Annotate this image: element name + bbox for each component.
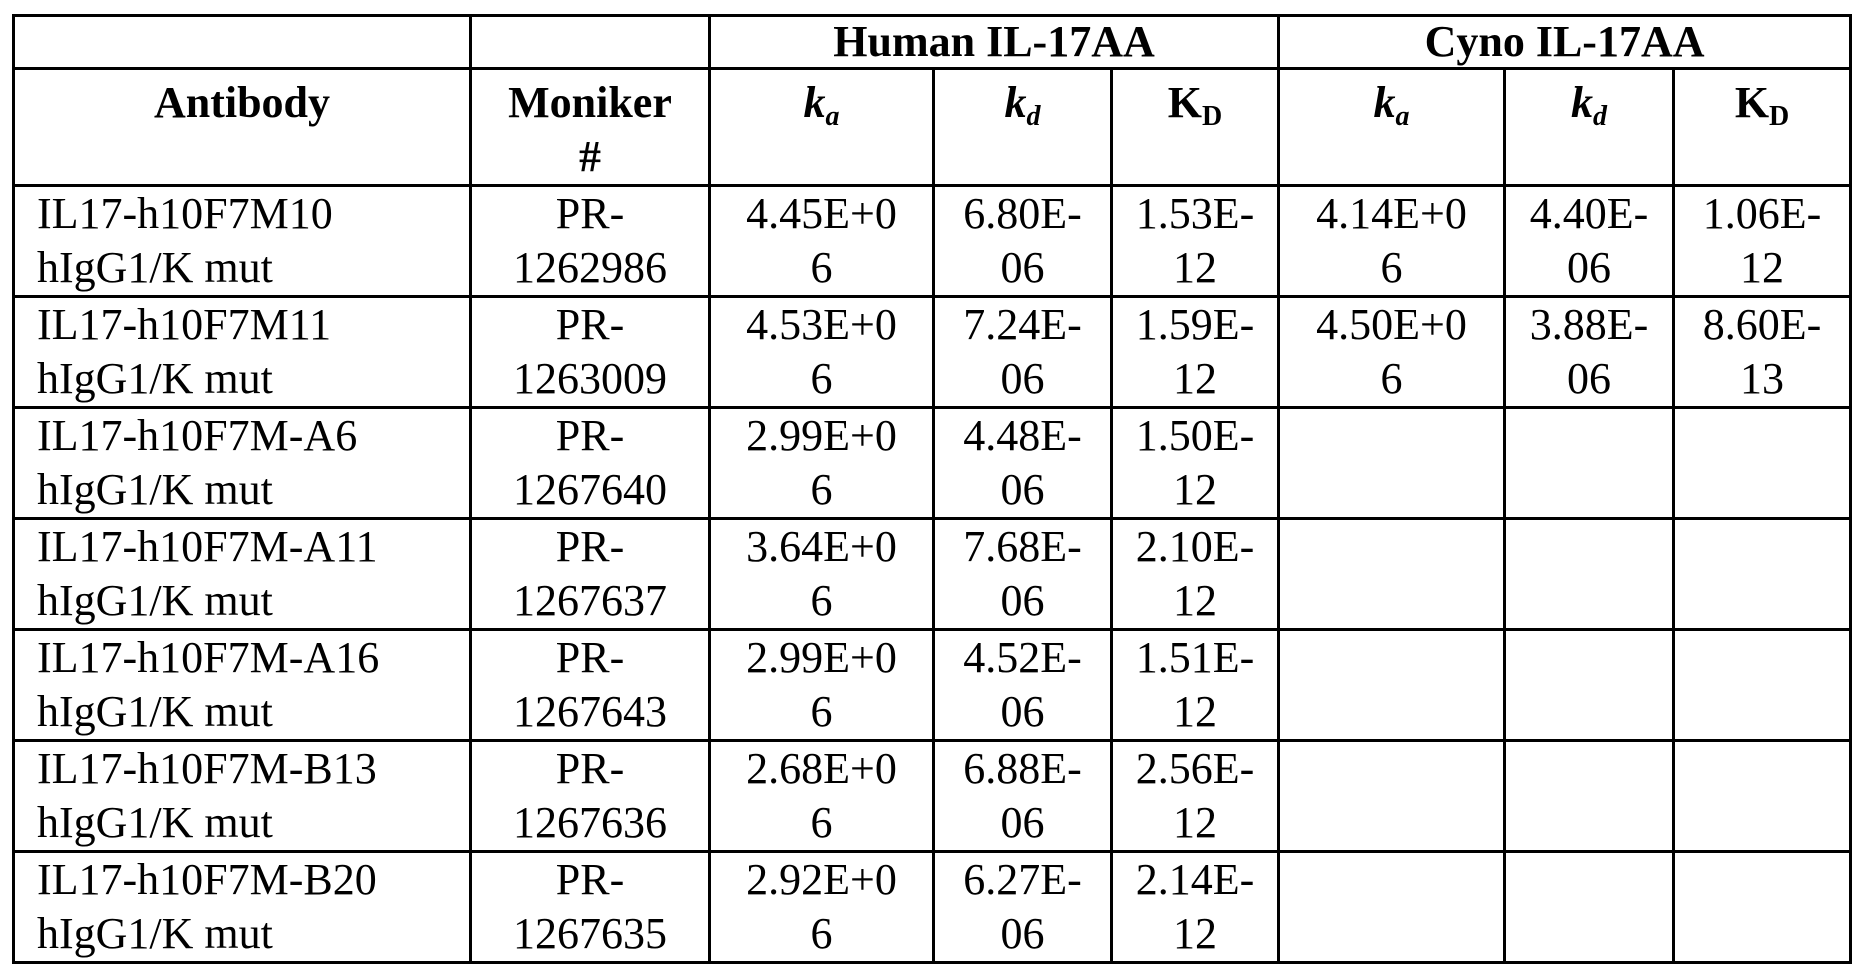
column-header: ka xyxy=(710,69,934,186)
antibody-cell: IL17-h10F7M10 hIgG1/K mut xyxy=(14,186,471,297)
empty-cell xyxy=(1505,741,1674,852)
value-cell: 3.64E+06 xyxy=(710,519,934,630)
empty-cell xyxy=(14,16,471,69)
value-cell: 7.68E-06 xyxy=(934,519,1112,630)
value-cell: 1.53E-12 xyxy=(1112,186,1279,297)
value-cell: 6.80E-06 xyxy=(934,186,1112,297)
antibody-cell: IL17-h10F7M-A6 hIgG1/K mut xyxy=(14,408,471,519)
moniker-cell: PR-1267643 xyxy=(471,630,710,741)
value-cell: 6.27E-06 xyxy=(934,852,1112,963)
value-cell: 6.88E-06 xyxy=(934,741,1112,852)
antibody-cell: IL17-h10F7M-A11 hIgG1/K mut xyxy=(14,519,471,630)
value-cell: 1.50E-12 xyxy=(1112,408,1279,519)
column-header: Antibody xyxy=(14,69,471,186)
moniker-cell: PR-1267636 xyxy=(471,741,710,852)
empty-cell xyxy=(1279,852,1505,963)
antibody-cell: IL17-h10F7M-B13 hIgG1/K mut xyxy=(14,741,471,852)
value-cell: 2.56E-12 xyxy=(1112,741,1279,852)
empty-cell xyxy=(1505,630,1674,741)
value-cell: 1.06E-12 xyxy=(1674,186,1851,297)
value-cell: 4.14E+06 xyxy=(1279,186,1505,297)
header-symbol: k xyxy=(1571,78,1593,127)
header-symbol: k xyxy=(1005,78,1027,127)
empty-cell xyxy=(1505,852,1674,963)
table-row: IL17-h10F7M-B20 hIgG1/K mutPR-12676352.9… xyxy=(14,852,1851,963)
value-cell: 1.51E-12 xyxy=(1112,630,1279,741)
value-cell: 8.60E-13 xyxy=(1674,297,1851,408)
empty-cell xyxy=(1279,741,1505,852)
empty-cell xyxy=(1674,852,1851,963)
value-cell: 4.45E+06 xyxy=(710,186,934,297)
header-subscript: a xyxy=(826,101,840,132)
table-row: IL17-h10F7M-B13 hIgG1/K mutPR-12676362.6… xyxy=(14,741,1851,852)
group-header: Cyno IL-17AA xyxy=(1279,16,1851,69)
value-cell: 1.59E-12 xyxy=(1112,297,1279,408)
value-cell: 2.14E-12 xyxy=(1112,852,1279,963)
moniker-cell: PR-1267637 xyxy=(471,519,710,630)
value-cell: 4.50E+06 xyxy=(1279,297,1505,408)
value-cell: 7.24E-06 xyxy=(934,297,1112,408)
column-header: Moniker # xyxy=(471,69,710,186)
header-symbol: k xyxy=(1374,78,1396,127)
header-subscript: D xyxy=(1202,101,1222,132)
group-header: Human IL-17AA xyxy=(710,16,1279,69)
empty-cell xyxy=(1505,519,1674,630)
value-cell: 4.40E-06 xyxy=(1505,186,1674,297)
value-cell: 2.92E+06 xyxy=(710,852,934,963)
table-row: IL17-h10F7M10 hIgG1/K mutPR-12629864.45E… xyxy=(14,186,1851,297)
empty-cell xyxy=(1279,408,1505,519)
value-cell: 3.88E-06 xyxy=(1505,297,1674,408)
header-subscript: D xyxy=(1769,101,1789,132)
column-header: KD xyxy=(1112,69,1279,186)
table-row: IL17-h10F7M-A11 hIgG1/K mutPR-12676373.6… xyxy=(14,519,1851,630)
empty-cell xyxy=(471,16,710,69)
column-header: ka xyxy=(1279,69,1505,186)
header-subscript: d xyxy=(1593,101,1607,132)
column-header-row: Antibody Moniker # kakdKDkakdKD xyxy=(14,69,1851,186)
table-row: IL17-h10F7M11 hIgG1/K mutPR-12630094.53E… xyxy=(14,297,1851,408)
column-header: kd xyxy=(1505,69,1674,186)
value-cell: 2.99E+06 xyxy=(710,408,934,519)
table-row: IL17-h10F7M-A16 hIgG1/K mutPR-12676432.9… xyxy=(14,630,1851,741)
empty-cell xyxy=(1674,741,1851,852)
value-cell: 2.10E-12 xyxy=(1112,519,1279,630)
table-row: IL17-h10F7M-A6 hIgG1/K mutPR-12676402.99… xyxy=(14,408,1851,519)
antibody-cell: IL17-h10F7M-B20 hIgG1/K mut xyxy=(14,852,471,963)
value-cell: 4.52E-06 xyxy=(934,630,1112,741)
empty-cell xyxy=(1674,408,1851,519)
moniker-cell: PR-1267640 xyxy=(471,408,710,519)
header-subscript: d xyxy=(1027,101,1041,132)
antibody-cell: IL17-h10F7M-A16 hIgG1/K mut xyxy=(14,630,471,741)
header-symbol: K xyxy=(1168,78,1202,127)
moniker-cell: PR-1263009 xyxy=(471,297,710,408)
empty-cell xyxy=(1279,519,1505,630)
table-body: IL17-h10F7M10 hIgG1/K mutPR-12629864.45E… xyxy=(14,186,1851,963)
column-header: kd xyxy=(934,69,1112,186)
value-cell: 4.48E-06 xyxy=(934,408,1112,519)
data-table: Human IL-17AA Cyno IL-17AA Antibody Moni… xyxy=(12,14,1852,964)
value-cell: 4.53E+06 xyxy=(710,297,934,408)
header-symbol: k xyxy=(804,78,826,127)
empty-cell xyxy=(1674,519,1851,630)
value-cell: 2.68E+06 xyxy=(710,741,934,852)
header-symbol: K xyxy=(1735,78,1769,127)
empty-cell xyxy=(1279,630,1505,741)
antibody-cell: IL17-h10F7M11 hIgG1/K mut xyxy=(14,297,471,408)
moniker-cell: PR-1267635 xyxy=(471,852,710,963)
value-cell: 2.99E+06 xyxy=(710,630,934,741)
group-header-row: Human IL-17AA Cyno IL-17AA xyxy=(14,16,1851,69)
moniker-cell: PR-1262986 xyxy=(471,186,710,297)
header-subscript: a xyxy=(1396,101,1410,132)
empty-cell xyxy=(1505,408,1674,519)
empty-cell xyxy=(1674,630,1851,741)
column-header: KD xyxy=(1674,69,1851,186)
